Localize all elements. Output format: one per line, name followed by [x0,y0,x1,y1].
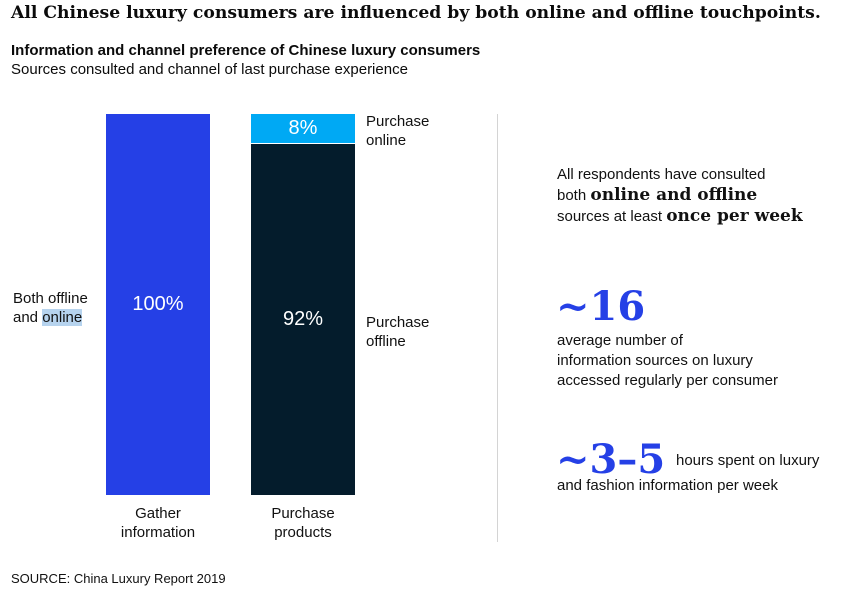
source-note: SOURCE: China Luxury Report 2019 [11,571,226,586]
fact1-line3-bold: once per week [666,206,803,226]
legend-offline-line2: offline [366,333,406,350]
bar-label-purchase-offline: 92% [282,307,324,330]
bar-purchase-online [251,114,355,144]
bar-purchase-offline [251,144,355,495]
category-label-purchase-products: Purchase products [243,504,363,542]
category-label-gather-information: Gather information [98,504,218,542]
chart-subtitle: Sources consulted and channel of last pu… [11,61,408,78]
headline: All Chinese luxury consumers are influen… [11,3,821,23]
legend-both-line2: and online [13,308,88,327]
legend-both-line1: Both offline [13,290,88,307]
legend-purchase-online: Purchase online [366,112,429,150]
category-gather-line1: Gather [135,505,181,522]
category-purchase-line2: products [274,524,332,541]
fact1-line2: both online and offline [557,185,803,206]
legend-both-highlight: online [42,309,83,326]
legend-both-offline-online: Both offline and online [13,289,88,327]
bar-label-gather-information: 100% [132,292,184,315]
category-gather-line2: information [120,524,196,541]
bar-label-purchase-online: 8% [288,117,318,140]
fact-hours-number: ~3–5 [556,436,666,483]
fact2-line1: average number of [557,332,683,349]
fact1-line3-prefix: sources at least [557,208,667,225]
fact2-line2: information sources on luxury [557,352,753,369]
bar-gather-information [106,114,210,495]
fact1-line2-prefix: both [557,187,591,204]
fact-sources-text: average number of information sources on… [557,331,778,391]
legend-both-prefix: and [13,309,43,326]
legend-online-line1: Purchase [366,113,430,130]
fact2-line3: accessed regularly per consumer [557,372,778,389]
legend-purchase-offline: Purchase offline [366,313,429,351]
category-purchase-line1: Purchase [271,505,335,522]
fact1-line2-bold: online and offline [590,185,758,205]
fact-hours-line2: and fashion information per week [557,477,778,494]
fact-hours-line1: hours spent on luxury [676,452,820,469]
chart-title: Information and channel preference of Ch… [11,42,481,59]
fact-sources-number: ~16 [556,283,646,330]
fact-consulted: All respondents have consulted both onli… [557,165,803,227]
divider [497,114,498,542]
legend-online-line2: online [366,132,407,149]
fact1-line3: sources at least once per week [557,206,803,227]
legend-offline-line1: Purchase [366,314,430,331]
fact1-line1: All respondents have consulted [557,166,766,183]
